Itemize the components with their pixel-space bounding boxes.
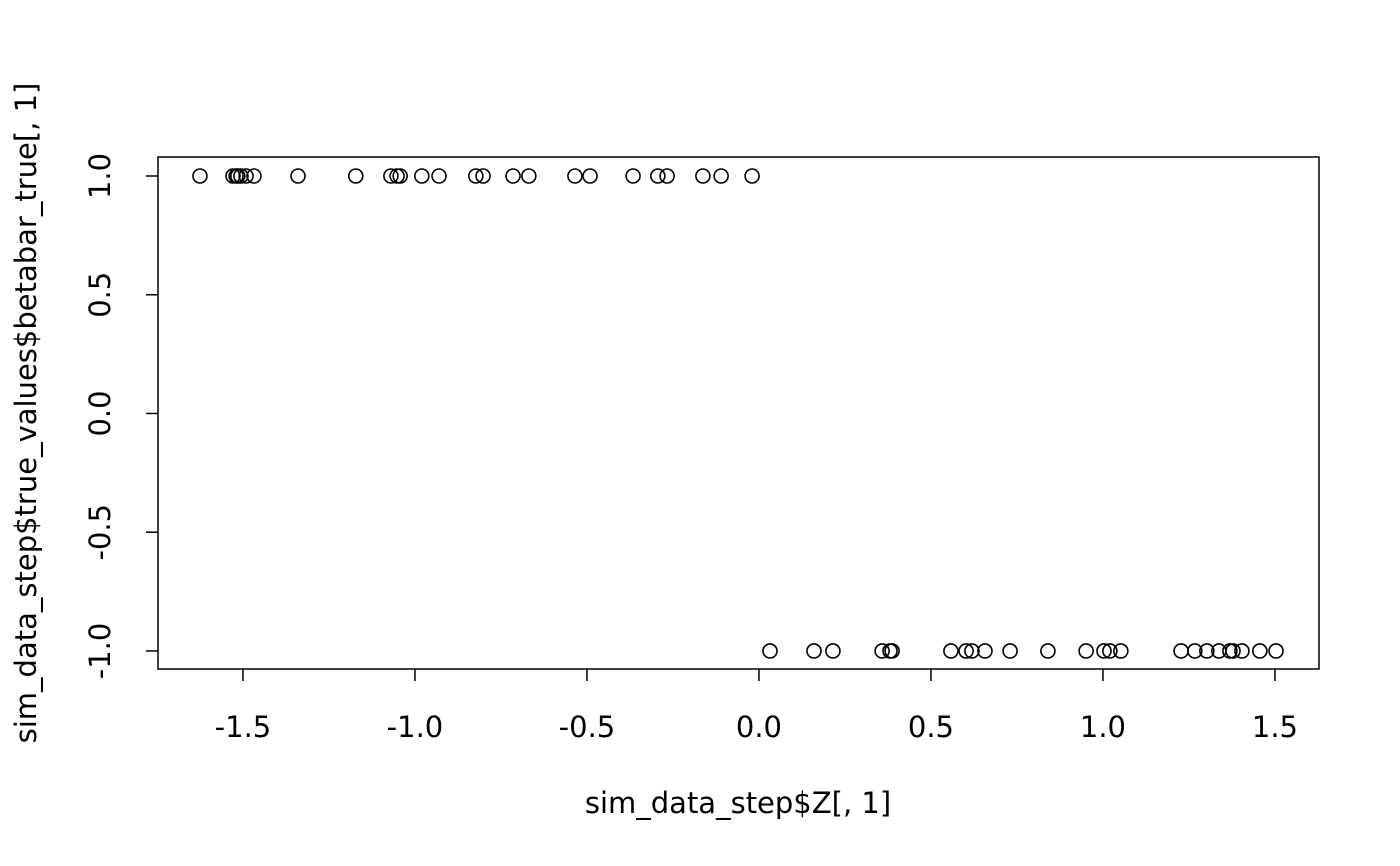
x-tick-label: 0.5 bbox=[908, 710, 954, 744]
point bbox=[659, 168, 675, 184]
point bbox=[1078, 643, 1094, 659]
point bbox=[392, 168, 408, 184]
point bbox=[347, 168, 364, 184]
x-axis-title: sim_data_step$Z[, 1] bbox=[585, 786, 891, 820]
point bbox=[1040, 643, 1056, 659]
point bbox=[958, 643, 974, 659]
y-tick-label: 0.0 bbox=[83, 390, 117, 436]
y-tick-label: 0.5 bbox=[83, 272, 117, 318]
point bbox=[625, 168, 641, 184]
y-tick-label: -0.5 bbox=[83, 504, 117, 561]
point bbox=[825, 643, 841, 659]
x-tick-label: 1.5 bbox=[1252, 710, 1298, 744]
point bbox=[431, 168, 447, 184]
point bbox=[884, 643, 900, 659]
point bbox=[1225, 643, 1241, 659]
point bbox=[1234, 643, 1250, 659]
point bbox=[414, 168, 430, 184]
x-tick-label: 0.0 bbox=[736, 710, 782, 744]
point bbox=[1187, 643, 1203, 659]
point bbox=[468, 168, 484, 184]
point bbox=[567, 168, 583, 184]
y-tick-label: 1.0 bbox=[83, 153, 117, 199]
point bbox=[1096, 643, 1112, 659]
point bbox=[1268, 643, 1284, 659]
point bbox=[246, 168, 262, 184]
point bbox=[1002, 643, 1018, 659]
point bbox=[1252, 643, 1268, 659]
point bbox=[521, 168, 537, 184]
point bbox=[1102, 643, 1118, 659]
point bbox=[744, 168, 760, 184]
point bbox=[192, 168, 208, 184]
point bbox=[977, 643, 993, 659]
point bbox=[505, 168, 521, 184]
point bbox=[695, 168, 711, 184]
x-tick-label: -0.5 bbox=[559, 710, 616, 744]
point bbox=[806, 643, 822, 659]
point bbox=[1113, 643, 1129, 659]
point bbox=[389, 168, 405, 184]
point bbox=[290, 168, 306, 184]
x-tick-label: -1.5 bbox=[215, 710, 272, 744]
point bbox=[762, 643, 778, 659]
point bbox=[582, 168, 598, 184]
x-tick-label: -1.0 bbox=[387, 710, 444, 744]
point bbox=[713, 168, 729, 184]
point bbox=[964, 643, 980, 659]
x-tick-label: 1.0 bbox=[1080, 710, 1126, 744]
y-tick-label: -1.0 bbox=[83, 623, 117, 680]
point bbox=[475, 168, 491, 184]
plot-frame bbox=[157, 156, 1320, 670]
point bbox=[1199, 643, 1215, 659]
y-axis-title: sim_data_step$true_values$betabar_true[,… bbox=[9, 83, 43, 744]
point bbox=[1173, 643, 1189, 659]
point bbox=[650, 168, 666, 184]
point bbox=[233, 168, 249, 184]
point bbox=[238, 168, 254, 184]
point bbox=[943, 643, 959, 659]
point bbox=[874, 643, 890, 659]
point bbox=[383, 168, 399, 184]
